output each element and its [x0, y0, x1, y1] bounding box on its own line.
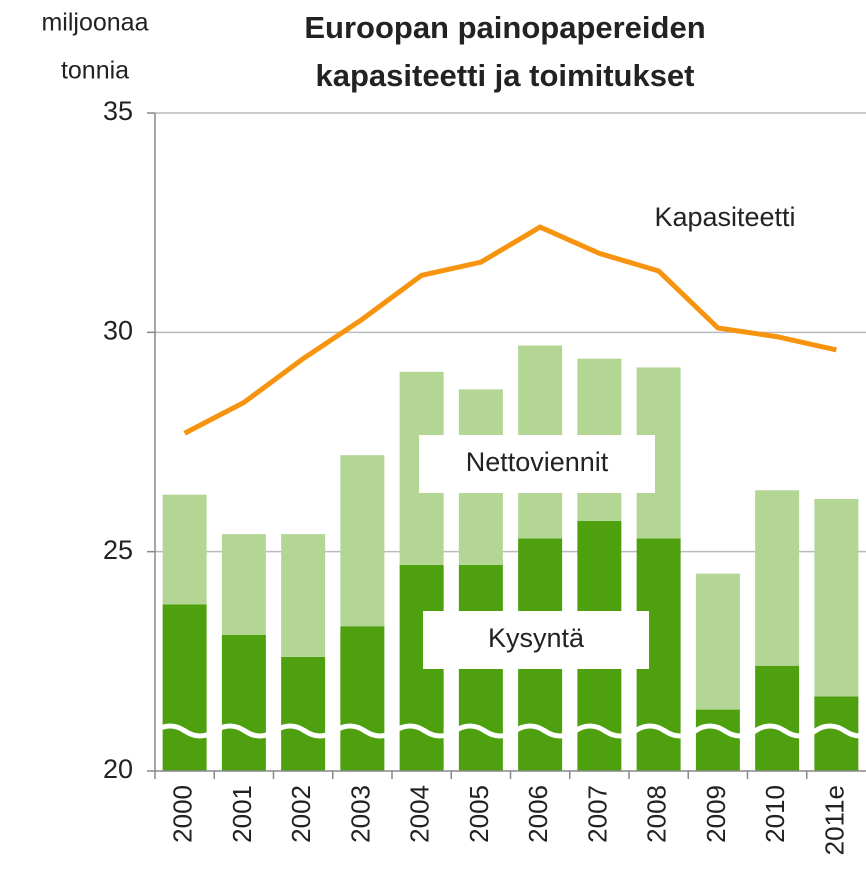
series-label: Kapasiteetti — [654, 202, 795, 232]
x-tick-label: 2006 — [523, 785, 553, 843]
x-tick-label: 2007 — [582, 785, 612, 843]
bar — [162, 494, 207, 605]
series-label: Nettoviennit — [466, 447, 609, 477]
x-tick-label: 2010 — [760, 785, 790, 843]
bar — [695, 573, 740, 710]
bar — [814, 499, 859, 697]
x-tick-label: 2000 — [168, 785, 198, 843]
chart-title: kapasiteetti ja toimitukset — [315, 58, 694, 93]
y-axis-label: tonnia — [61, 57, 129, 85]
bar — [755, 665, 800, 771]
bar — [755, 490, 800, 666]
x-tick-label: 2003 — [345, 785, 375, 843]
x-tick-label: 2008 — [642, 785, 672, 843]
x-tick-label: 2011e — [819, 785, 849, 855]
bar — [695, 709, 740, 771]
x-tick-label: 2005 — [464, 785, 494, 843]
line — [183, 224, 837, 436]
axis-break — [153, 723, 866, 739]
bar — [221, 635, 266, 771]
x-tick-label: 2009 — [701, 785, 731, 843]
x-tick-label: 2002 — [286, 785, 316, 843]
bar — [340, 455, 385, 627]
y-axis-label: miljoonaa — [41, 9, 148, 37]
bar — [281, 534, 326, 657]
x-tick-label: 2004 — [405, 785, 435, 843]
label-box — [419, 435, 655, 493]
y-tick-label: 25 — [103, 535, 133, 565]
y-tick-label: 35 — [103, 96, 133, 126]
chart-title: Euroopan painopapereiden — [304, 10, 705, 45]
bar — [162, 604, 207, 771]
series-label: Kysyntä — [488, 623, 585, 653]
bar — [340, 626, 385, 771]
x-tick-label: 2001 — [227, 785, 257, 843]
y-tick-label: 20 — [103, 754, 133, 784]
bar — [281, 656, 326, 771]
bar — [221, 534, 266, 636]
y-tick-label: 30 — [103, 315, 133, 345]
label-box — [423, 611, 649, 669]
